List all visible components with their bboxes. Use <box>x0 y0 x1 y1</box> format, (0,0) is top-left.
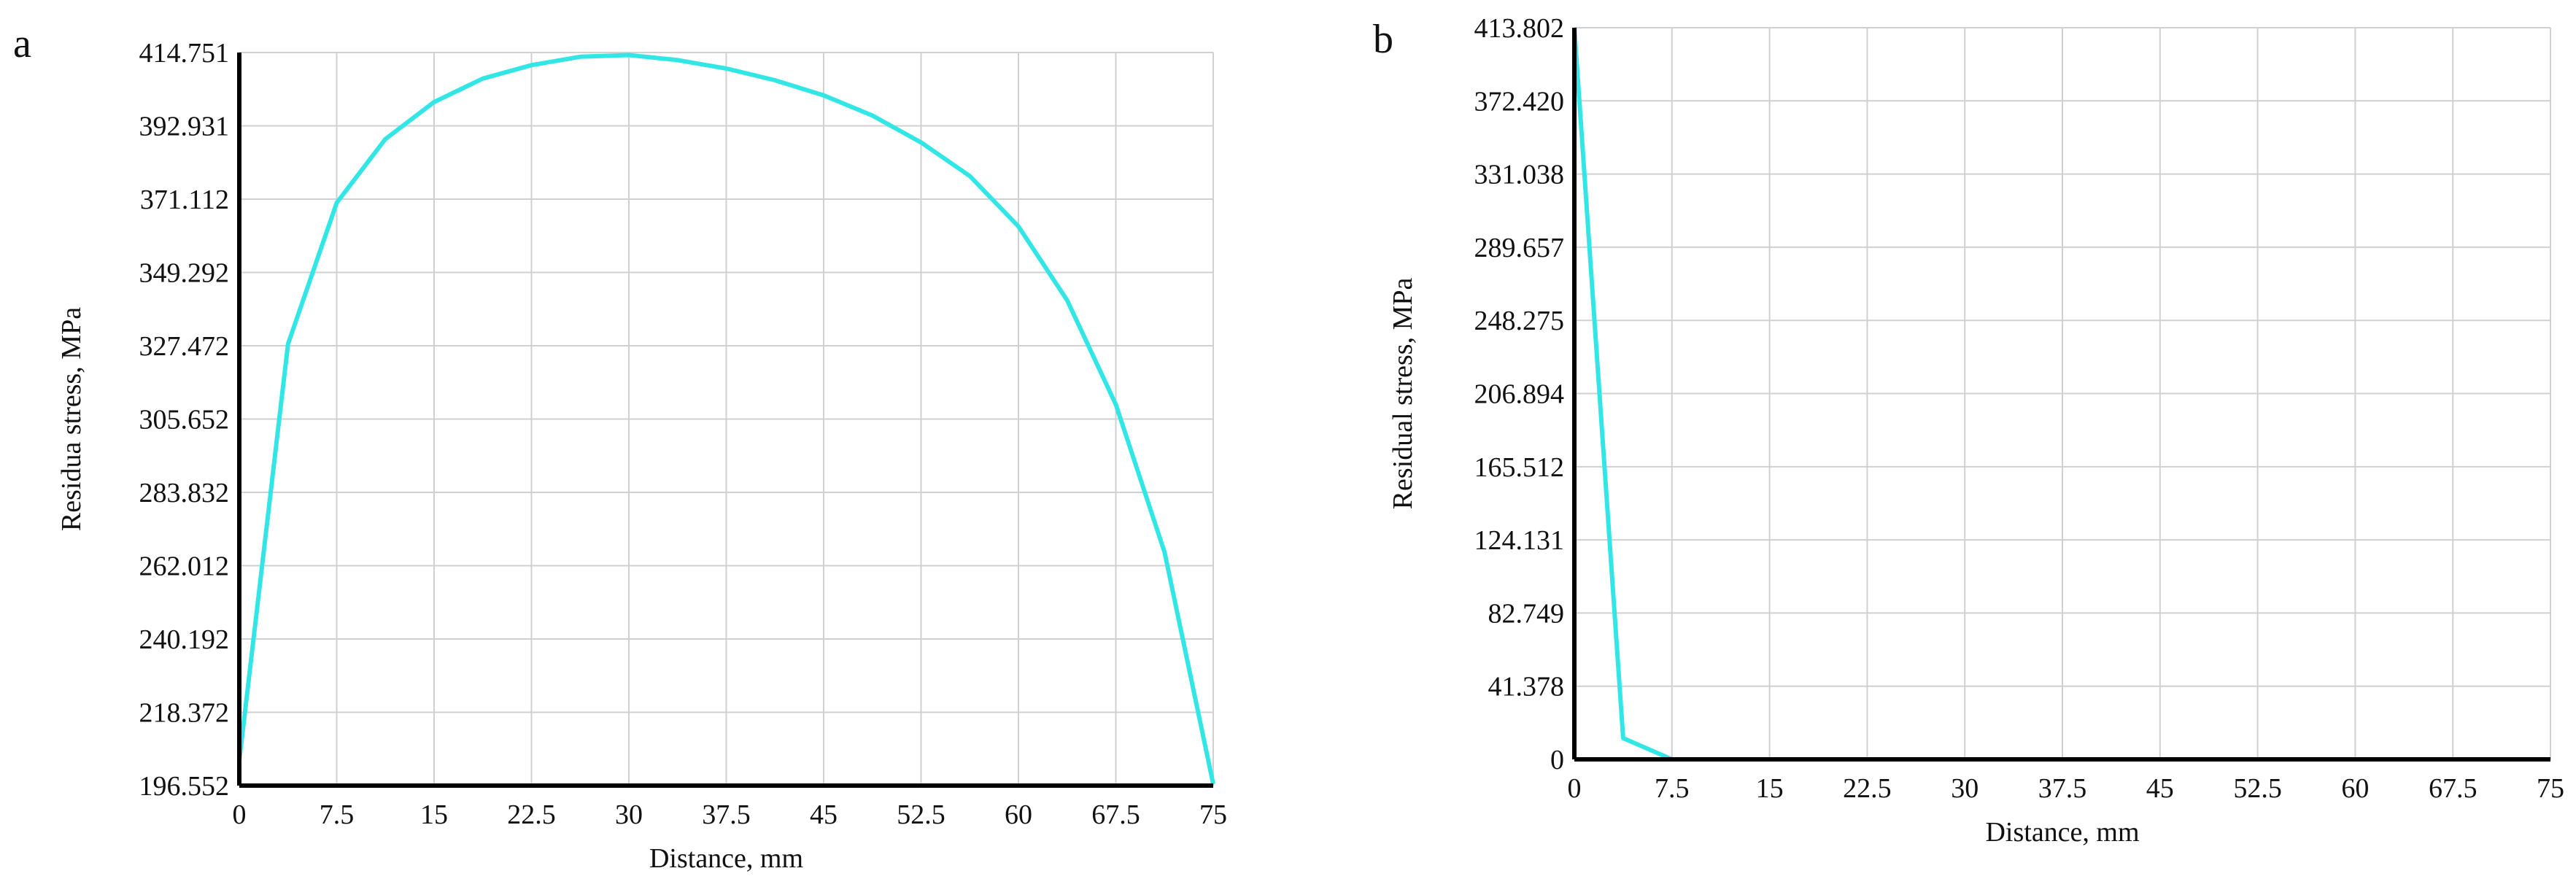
x-tick-label: 67.5 <box>1091 799 1140 830</box>
y-tick-label: 289.657 <box>1474 233 1565 263</box>
x-tick-label: 0 <box>233 799 247 830</box>
panel-label: a <box>13 21 31 66</box>
x-tick-label: 60 <box>1005 799 1032 830</box>
y-tick-label: 283.832 <box>139 478 230 508</box>
x-tick-label: 15 <box>1756 773 1784 804</box>
chart-panel-b: b 0 7.5 15 22.5 30 37.5 45 52.5 60 67.5 75 0 41.378 82… <box>1373 13 2564 848</box>
x-tick-label: 52.5 <box>2233 773 2282 804</box>
y-tick-label: 331.038 <box>1474 160 1565 190</box>
y-tick-label: 413.802 <box>1474 13 1565 44</box>
x-tick-label: 37.5 <box>2038 773 2087 804</box>
y-tick-label: 206.894 <box>1474 379 1565 410</box>
y-tick-label: 240.192 <box>139 624 230 655</box>
x-tick-label: 67.5 <box>2429 773 2478 804</box>
y-tick-label: 41.378 <box>1488 672 1565 702</box>
y-tick-label: 0 <box>1550 745 1564 775</box>
x-tick-label: 60 <box>2341 773 2369 804</box>
x-tick-label: 30 <box>615 799 643 830</box>
x-tick-label: 45 <box>810 799 838 830</box>
y-tick-label: 82.749 <box>1488 598 1565 629</box>
x-tick-label: 75 <box>1199 799 1227 830</box>
y-tick-label: 248.275 <box>1474 306 1565 336</box>
y-axis-title: Residual stress, MPa <box>1388 278 1418 510</box>
x-tick-label: 75 <box>2537 773 2564 804</box>
x-tick-label: 15 <box>420 799 448 830</box>
y-tick-label: 262.012 <box>139 551 230 581</box>
x-tick-label: 7.5 <box>320 799 355 830</box>
y-tick-label: 196.552 <box>139 771 230 802</box>
x-tick-label: 37.5 <box>702 799 751 830</box>
x-tick-label: 30 <box>1951 773 1979 804</box>
x-tick-label: 52.5 <box>897 799 945 830</box>
y-tick-label: 349.292 <box>139 257 230 288</box>
x-axis-title: Distance, mm <box>1985 817 2139 848</box>
y-tick-label: 327.472 <box>139 331 230 362</box>
x-tick-label: 22.5 <box>507 799 556 830</box>
x-tick-label: 45 <box>2146 773 2174 804</box>
chart-panel-a: a 0 7.5 15 22.5 30 37.5 45 52.5 60 67.5 75 196.552 21… <box>13 21 1227 874</box>
x-axis-title: Distance, mm <box>649 843 803 874</box>
y-tick-label: 414.751 <box>139 38 230 69</box>
y-tick-label: 372.420 <box>1474 86 1565 117</box>
y-tick-label: 305.652 <box>139 404 230 435</box>
y-tick-label: 392.931 <box>139 112 230 142</box>
panel-label: b <box>1373 17 1393 62</box>
y-tick-label: 124.131 <box>1474 525 1565 556</box>
x-tick-label: 0 <box>1568 773 1582 804</box>
x-tick-label: 22.5 <box>1843 773 1892 804</box>
y-tick-label: 218.372 <box>139 697 230 728</box>
y-tick-label: 371.112 <box>140 185 229 215</box>
y-tick-label: 165.512 <box>1474 452 1565 483</box>
x-tick-label: 7.5 <box>1655 773 1690 804</box>
y-axis-title: Residua stress, MPa <box>56 307 87 531</box>
